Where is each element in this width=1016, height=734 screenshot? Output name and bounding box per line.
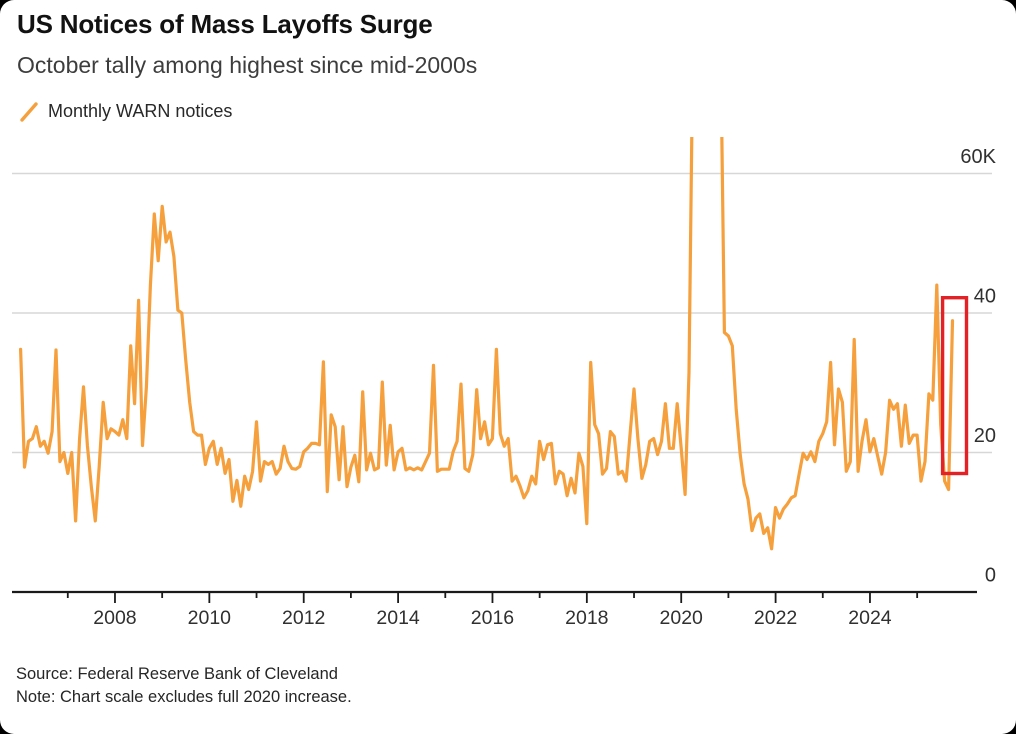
legend-label: Monthly WARN notices xyxy=(48,101,233,121)
x-tick-label: 2024 xyxy=(848,607,892,629)
y-gridlines xyxy=(12,172,992,454)
warn-series-line xyxy=(19,137,955,551)
chart-title: US Notices of Mass Layoffs Surge xyxy=(17,9,433,39)
x-axis-labels: 2008 2010 2012 2014 2016 2018 2020 2022 2024 xyxy=(93,607,892,629)
source-text: Source: Federal Reserve Bank of Clevelan… xyxy=(16,665,338,683)
x-tick-label: 2020 xyxy=(660,607,704,629)
x-tick-label: 2016 xyxy=(471,607,514,629)
legend-line-swatch-icon xyxy=(20,101,38,122)
x-tick-label: 2008 xyxy=(93,607,136,629)
y-tick-label: 60K xyxy=(960,146,996,168)
y-axis-labels: 0 20 40 60K xyxy=(960,146,996,587)
note-text: Note: Chart scale excludes full 2020 inc… xyxy=(16,688,352,706)
footer-notes: Source: Federal Reserve Bank of Clevelan… xyxy=(16,663,352,709)
x-tick-label: 2012 xyxy=(282,607,325,629)
highlight-box xyxy=(940,296,969,476)
x-axis xyxy=(12,590,977,603)
legend: Monthly WARN notices xyxy=(20,101,232,122)
x-tick-label: 2010 xyxy=(188,607,232,629)
x-tick-label: 2022 xyxy=(754,607,797,629)
chart-subtitle: October tally among highest since mid-20… xyxy=(17,52,478,78)
x-tick-label: 2018 xyxy=(565,607,608,629)
y-tick-label: 20 xyxy=(974,425,996,447)
x-tick-label: 2014 xyxy=(376,607,420,629)
y-tick-label: 40 xyxy=(974,286,996,308)
y-tick-label: 0 xyxy=(985,565,996,587)
